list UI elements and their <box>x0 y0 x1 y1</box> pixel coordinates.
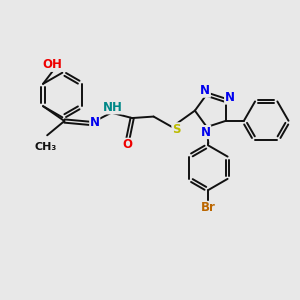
Text: S: S <box>172 123 180 136</box>
Text: N: N <box>90 116 100 129</box>
Text: CH₃: CH₃ <box>34 142 57 152</box>
Text: O: O <box>122 138 132 151</box>
Text: Br: Br <box>201 201 216 214</box>
Text: NH: NH <box>103 101 123 114</box>
Text: OH: OH <box>43 58 62 71</box>
Text: N: N <box>201 126 211 139</box>
Text: N: N <box>200 84 210 97</box>
Text: N: N <box>225 91 235 104</box>
